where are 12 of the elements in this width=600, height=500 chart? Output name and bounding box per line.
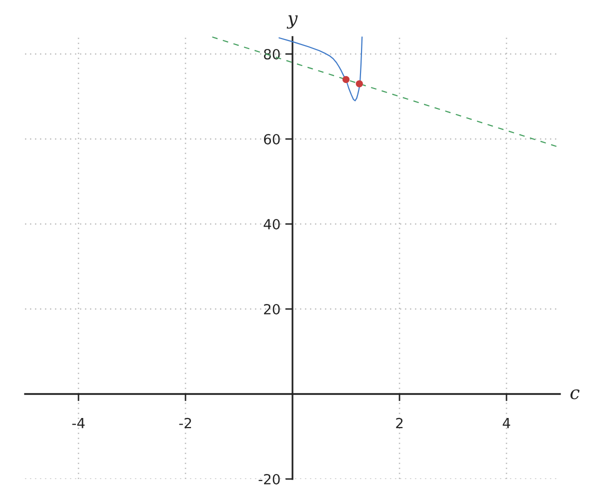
- x-tick-label: 4: [502, 418, 510, 428]
- x-tick-label: -2: [179, 418, 192, 428]
- line-series: [278, 36, 363, 102]
- y-tick-label: 20: [264, 304, 280, 314]
- x-tick-label: 2: [396, 418, 403, 428]
- y-tick-label: 60: [264, 134, 280, 144]
- y-tick-label: -20: [258, 474, 280, 484]
- y-tick-label: 80: [264, 48, 280, 60]
- y-axis-title: y: [286, 15, 298, 29]
- x-axis-title: c: [570, 389, 580, 400]
- y-tick-label: 40: [264, 218, 280, 230]
- x-tick-label: -4: [72, 418, 85, 428]
